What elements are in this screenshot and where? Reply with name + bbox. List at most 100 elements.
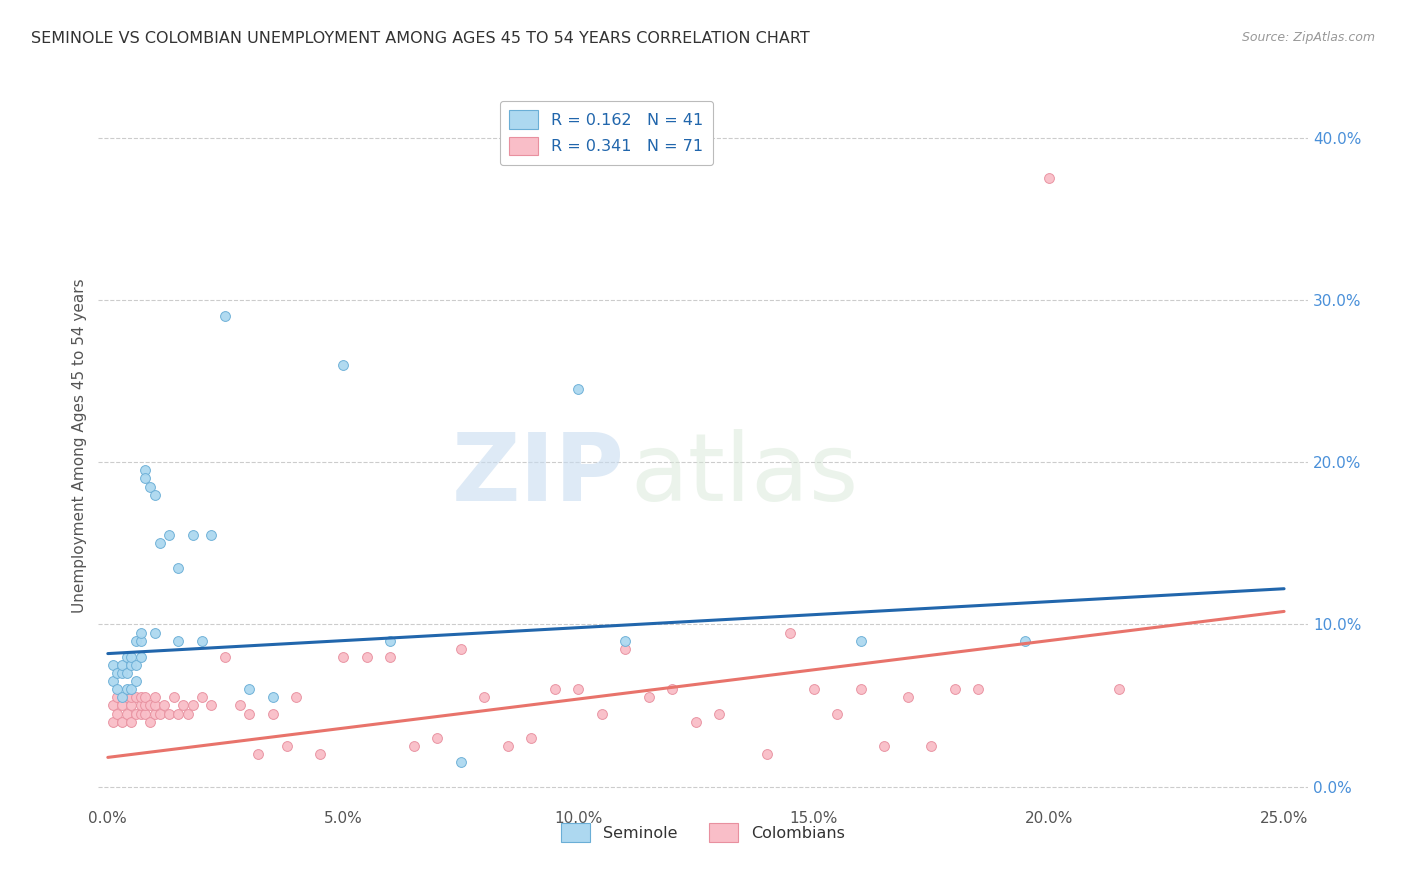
Point (120, 649, 142, 664)
Legend: Seminole, Colombians: Seminole, Colombians (555, 817, 851, 848)
Point (139, 714, 162, 729)
Y-axis label: Unemployment Among Ages 45 to 54 years: Unemployment Among Ages 45 to 54 years (72, 278, 87, 614)
Point (120, 698, 142, 713)
Point (172, 698, 194, 713)
Point (143, 690, 166, 705)
Point (308, 747, 330, 761)
Point (520, 731, 543, 745)
Point (143, 698, 166, 713)
Point (685, 714, 707, 729)
Point (125, 674, 148, 689)
Point (167, 560, 190, 574)
Point (105, 706, 128, 721)
Point (157, 528, 180, 542)
Point (105, 690, 128, 705)
Text: Source: ZipAtlas.com: Source: ZipAtlas.com (1241, 31, 1375, 45)
Point (101, 657, 124, 672)
Point (238, 706, 260, 721)
Point (143, 706, 166, 721)
Point (129, 625, 152, 640)
Point (472, 690, 495, 705)
Point (111, 690, 134, 705)
Point (125, 657, 148, 672)
Point (129, 698, 152, 713)
Point (779, 625, 801, 640)
Point (378, 633, 401, 648)
Point (101, 698, 124, 713)
Point (450, 641, 472, 656)
Point (139, 479, 162, 493)
Point (214, 649, 236, 664)
Point (873, 739, 896, 753)
Point (115, 690, 138, 705)
Point (661, 682, 683, 697)
Point (191, 690, 214, 705)
Point (943, 682, 966, 697)
Point (115, 666, 138, 681)
Point (129, 706, 152, 721)
Point (120, 690, 142, 705)
Point (402, 739, 425, 753)
Point (115, 649, 138, 664)
Point (426, 731, 449, 745)
Point (825, 706, 848, 721)
Point (755, 747, 778, 761)
Point (200, 698, 222, 713)
Point (125, 633, 148, 648)
Point (496, 739, 519, 753)
Point (1038, 171, 1060, 186)
Point (181, 528, 204, 542)
Point (803, 682, 825, 697)
Point (143, 625, 166, 640)
Point (115, 682, 138, 697)
Point (105, 666, 128, 681)
Point (167, 706, 190, 721)
Point (897, 690, 920, 705)
Point (111, 714, 134, 729)
Point (115, 706, 138, 721)
Point (153, 698, 176, 713)
Point (111, 698, 134, 713)
Text: ZIP: ZIP (451, 428, 624, 521)
Point (134, 471, 156, 485)
Point (181, 698, 204, 713)
Point (200, 528, 222, 542)
Point (111, 666, 134, 681)
Point (167, 633, 190, 648)
Point (567, 682, 589, 697)
Point (920, 739, 942, 753)
Point (134, 698, 156, 713)
Point (262, 706, 284, 721)
Text: atlas: atlas (630, 428, 859, 521)
Point (378, 649, 401, 664)
Point (163, 690, 186, 705)
Point (591, 706, 613, 721)
Point (134, 463, 156, 477)
Point (638, 690, 661, 705)
Point (111, 657, 134, 672)
Point (157, 706, 180, 721)
Point (129, 633, 152, 648)
Point (125, 690, 148, 705)
Point (614, 633, 637, 648)
Point (134, 690, 156, 705)
Point (129, 649, 152, 664)
Point (120, 682, 142, 697)
Point (849, 633, 872, 648)
Point (849, 682, 872, 697)
Point (214, 310, 236, 324)
Point (967, 682, 990, 697)
Point (450, 756, 472, 770)
Point (228, 698, 250, 713)
Point (129, 690, 152, 705)
Point (101, 674, 124, 689)
Point (191, 633, 214, 648)
Point (143, 488, 166, 502)
Point (332, 358, 354, 372)
Point (177, 706, 200, 721)
Point (134, 706, 156, 721)
Point (356, 649, 378, 664)
Point (1014, 633, 1036, 648)
Point (285, 690, 308, 705)
Point (105, 682, 128, 697)
